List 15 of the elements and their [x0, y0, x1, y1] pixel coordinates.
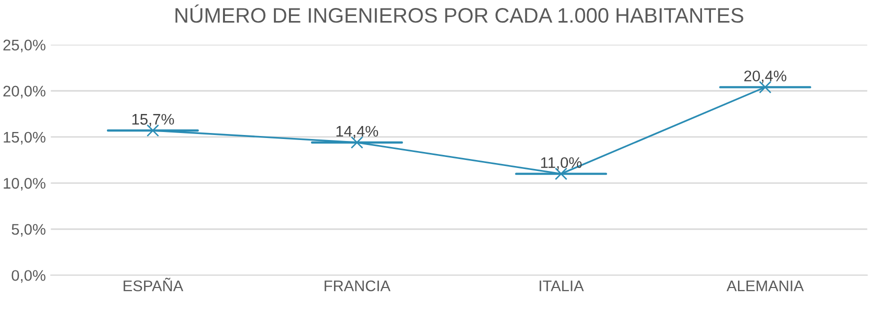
x-tick-label: FRANCIA — [324, 280, 390, 292]
data-label: 14,4% — [336, 126, 378, 138]
x-tick-label: ITALIA — [540, 280, 584, 292]
y-tick-label: 25,0% — [3, 40, 46, 52]
y-tick-label: 5,0% — [12, 224, 46, 237]
x-tick-label: ESPAÑA — [124, 278, 184, 292]
y-tick-label: 15,0% — [4, 132, 46, 144]
x-tick-label: ALEMANIA — [726, 280, 804, 292]
y-tick-label: 20,0% — [3, 86, 46, 98]
data-label: 20,4% — [744, 70, 786, 84]
y-tick-label: 0,0% — [12, 270, 46, 283]
data-label: 15,7% — [132, 114, 174, 127]
chart-title: NÚMERO DE INGENIEROS POR CADA 1.000 HABITANTES — [176, 4, 744, 23]
y-tick-label: 10,0% — [4, 178, 46, 191]
data-label: 11,0% — [541, 157, 582, 170]
